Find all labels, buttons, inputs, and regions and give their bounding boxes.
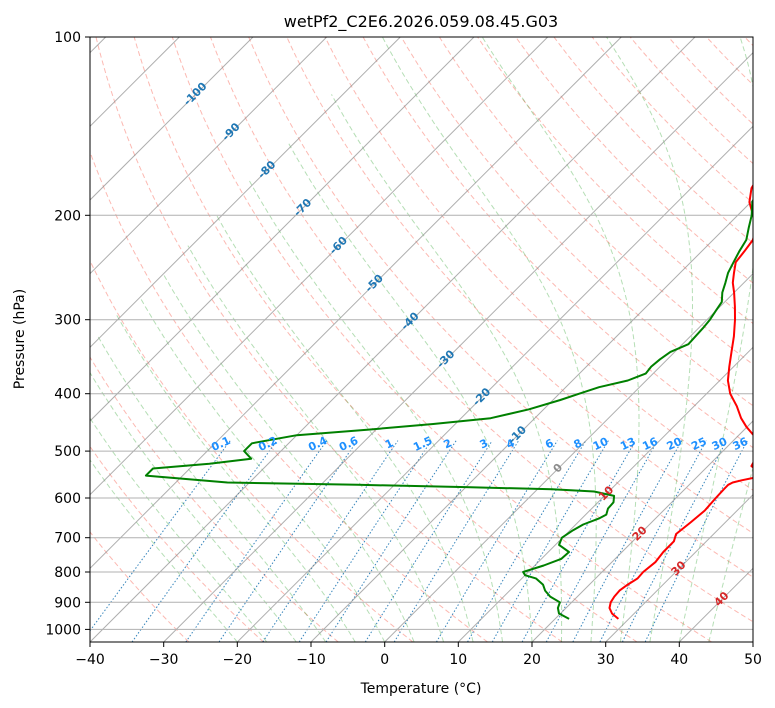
dry-adiabat-line [210,37,753,623]
moist-adiabat-line [90,417,268,642]
x-tick-label: 50 [744,652,762,668]
mixing-ratio-line [572,440,683,642]
moist-adiabat-line [678,37,753,642]
isotherm-line [310,199,753,642]
isotherm-line [90,37,696,642]
mixing-ratio-line [325,440,457,642]
dry-adiabat-line [248,37,753,578]
moist-adiabat-line [481,37,640,642]
dry-adiabat-line [438,37,753,365]
moist-adiabat-line [331,94,563,642]
mixing-ratio-label: 20 [665,435,685,453]
dry-adiabat-line [90,259,414,642]
y-tick-label: 700 [54,531,81,547]
dry-adiabat-line [171,37,712,642]
temperature-profile-line [608,183,753,620]
dry-adiabat-line [90,150,488,642]
y-tick-label: 1000 [45,622,81,638]
dry-adiabat-line [133,37,638,642]
x-tick-label: −30 [149,652,179,668]
isotherm-line [90,37,328,275]
mixing-ratio-line [467,440,587,642]
y-tick-label: 200 [54,208,81,224]
y-tick-label: 800 [54,565,81,581]
plot-area [90,37,753,642]
dry-adiabat-line [95,37,563,642]
mixing-ratio-label: 25 [689,435,708,453]
mixing-ratio-line [262,440,399,642]
y-tick-label: 300 [54,313,81,329]
mixing-ratio-line [435,440,558,642]
x-axis-title: Temperature (°C) [360,681,482,697]
moist-adiabat-line [606,37,693,642]
mixing-ratio-label: 10 [591,435,611,453]
mixing-ratio-label: 36 [731,435,751,453]
chart-title: wetPf2_C2E6.2026.059.08.45.G03 [284,12,558,32]
moist-adiabat-line [97,336,327,642]
x-tick-label: 40 [670,652,688,668]
x-tick-label: 20 [523,652,541,668]
y-axis-title: Pressure (hPa) [12,289,28,389]
dry-adiabat-line [553,37,753,244]
isotherm-line [90,37,401,349]
mixing-ratio-line [599,440,707,642]
isotherm-line [531,420,753,642]
y-tick-label: 900 [54,595,81,611]
moist-adiabat-line [381,37,597,642]
mixing-ratio-line [185,440,328,642]
moist-adiabat-line [249,180,503,642]
isotherm-line [90,37,622,570]
moist-adiabat-line [116,315,356,642]
dry-adiabat-line [400,37,753,407]
dry-adiabat-line [90,356,339,642]
y-tick-label: 500 [54,444,81,460]
dry-adiabat-line [477,37,753,325]
moist-adiabat-line [162,272,415,642]
mixing-ratio-line [621,440,728,642]
mixing-ratio-label: 13 [618,435,637,453]
x-tick-label: 0 [380,652,389,668]
y-tick-label: 600 [54,491,81,507]
dry-adiabat-line [324,37,753,491]
mixing-ratio-label: 30 [710,435,730,453]
mixing-ratio-line [491,440,609,642]
y-tick-label: 400 [54,387,81,403]
isotherm-line [90,37,549,496]
isotherm-line [90,37,254,201]
moist-adiabat-line [139,297,386,642]
mixing-ratio-line [218,440,358,642]
y-tick-label: 100 [54,30,81,46]
x-tick-label: 10 [449,652,467,668]
dry-adiabat-line [90,531,190,642]
isotherm-line [90,37,475,422]
plot-frame [89,36,754,643]
dry-adiabat-line [286,37,753,534]
isotherm-line [163,51,753,642]
x-tick-label: −40 [75,652,105,668]
isotherm-line [236,125,753,642]
isotherm-line [752,641,753,642]
x-tick-label: −10 [296,652,326,668]
isotherm-line [384,272,753,642]
dry-adiabat-line [591,37,753,204]
dewpoint-profile-line [144,198,753,620]
x-tick-label: −20 [223,652,253,668]
moist-adiabat-line [708,465,753,642]
mixing-ratio-label: 16 [640,435,660,453]
isotherm-line [605,493,753,642]
isotherm-line [457,346,753,642]
mixing-ratio-line [298,440,432,642]
x-tick-label: 30 [597,652,615,668]
